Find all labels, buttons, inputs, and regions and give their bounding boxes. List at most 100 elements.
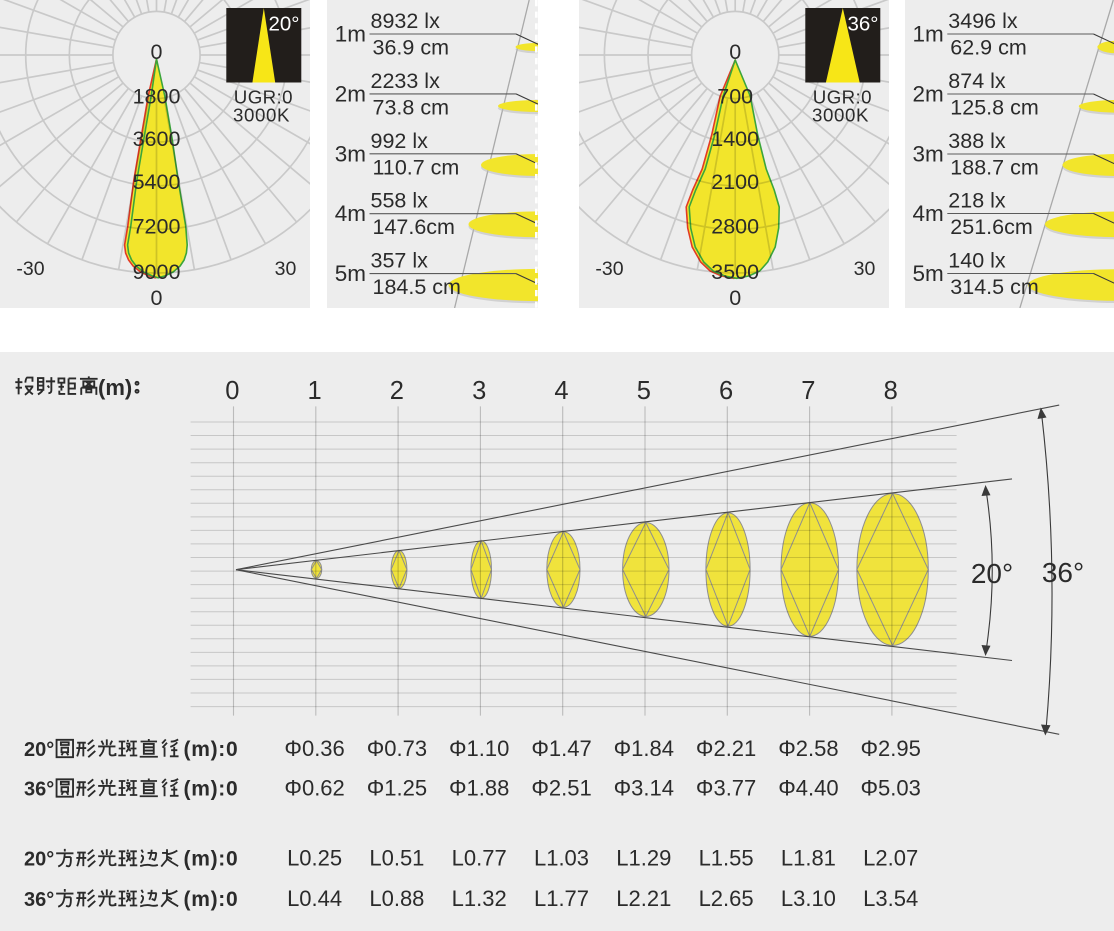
svg-text:Φ1.10: Φ1.10 [449,736,509,761]
svg-text:6: 6 [719,377,733,405]
svg-text:Φ0.73: Φ0.73 [367,736,427,761]
svg-text:2100: 2100 [711,170,759,194]
svg-text:110.7 cm: 110.7 cm [373,155,460,179]
svg-text:-30: -30 [595,258,623,280]
svg-text:Φ0.62: Φ0.62 [284,775,344,800]
svg-text:Φ2.51: Φ2.51 [531,775,591,800]
svg-text:(m):0: (m):0 [184,777,239,800]
svg-text:140 lx: 140 lx [948,249,1006,273]
svg-text:Φ4.40: Φ4.40 [778,775,838,800]
svg-text:4m: 4m [913,201,944,226]
svg-text:3600: 3600 [133,127,181,151]
svg-text:L1.81: L1.81 [781,846,836,871]
svg-text:L0.51: L0.51 [369,846,424,871]
svg-text:218 lx: 218 lx [948,189,1006,213]
svg-text:1m: 1m [913,22,944,47]
svg-text:-30: -30 [16,258,44,280]
svg-text:Φ2.58: Φ2.58 [778,736,838,761]
svg-text:20°: 20° [971,558,1013,589]
svg-text:8932 lx: 8932 lx [371,9,441,33]
svg-text:0: 0 [151,40,163,64]
svg-text:3500: 3500 [711,260,759,284]
svg-text:251.6cm: 251.6cm [950,215,1032,239]
svg-text:Φ2.95: Φ2.95 [861,736,921,761]
svg-text:36.9 cm: 36.9 cm [373,36,449,60]
svg-text:Φ5.03: Φ5.03 [861,775,921,800]
svg-text:3: 3 [472,377,486,405]
svg-text:73.8 cm: 73.8 cm [373,95,449,119]
svg-text:Φ2.21: Φ2.21 [696,736,756,761]
svg-text:4m: 4m [335,201,366,226]
svg-text:3m: 3m [913,142,944,167]
svg-text:2: 2 [390,377,404,405]
svg-text:UGR:0: UGR:0 [234,87,293,108]
svg-text:(m):0: (m):0 [184,888,239,911]
svg-text:(m):0: (m):0 [184,738,239,761]
svg-text:184.5 cm: 184.5 cm [373,275,461,299]
svg-text:20°: 20° [268,13,299,36]
svg-text:357 lx: 357 lx [371,249,429,273]
svg-text:L2.65: L2.65 [699,886,754,911]
svg-text:874 lx: 874 lx [948,69,1006,93]
svg-text:Φ1.25: Φ1.25 [367,775,427,800]
svg-text:992 lx: 992 lx [371,129,429,153]
svg-text:Φ1.84: Φ1.84 [614,736,674,761]
svg-text:1: 1 [308,377,322,405]
svg-text:36°: 36° [24,889,54,911]
svg-text:L0.25: L0.25 [287,846,342,871]
svg-text:700: 700 [717,85,753,109]
svg-text:62.9 cm: 62.9 cm [950,36,1026,60]
svg-text:8: 8 [884,377,898,405]
svg-text:36°: 36° [847,13,878,36]
svg-text:Φ1.88: Φ1.88 [449,775,509,800]
svg-text:147.6cm: 147.6cm [373,215,455,239]
svg-text:20°: 20° [24,739,54,761]
svg-text:7: 7 [801,377,815,405]
svg-text:L2.21: L2.21 [616,886,671,911]
svg-text:188.7 cm: 188.7 cm [950,156,1038,180]
svg-text:3m: 3m [335,141,366,166]
svg-text:0: 0 [225,377,239,405]
svg-text:L1.32: L1.32 [452,886,507,911]
svg-text:0: 0 [729,40,741,64]
svg-text:L3.54: L3.54 [863,886,918,911]
svg-text:5m: 5m [913,261,944,286]
svg-text:3000K: 3000K [812,105,869,126]
svg-text:Φ3.77: Φ3.77 [696,775,756,800]
svg-text:1m: 1m [335,22,366,47]
svg-text:L1.29: L1.29 [616,846,671,871]
svg-text:3496 lx: 3496 lx [948,9,1018,33]
svg-text:Φ1.47: Φ1.47 [531,736,591,761]
svg-text:30: 30 [854,258,876,280]
svg-text:9000: 9000 [133,260,181,284]
svg-text:0: 0 [729,286,741,308]
svg-text:Φ3.14: Φ3.14 [614,775,674,800]
svg-text:36°: 36° [24,778,54,800]
svg-text:3000K: 3000K [233,105,290,126]
svg-text:2800: 2800 [711,215,759,239]
svg-text:L2.07: L2.07 [863,846,918,871]
svg-text:5m: 5m [335,261,366,286]
svg-text:1800: 1800 [133,85,181,109]
svg-text:L3.10: L3.10 [781,886,836,911]
svg-text:2233 lx: 2233 lx [371,69,441,93]
svg-text:20°: 20° [24,849,54,871]
svg-text:314.5 cm: 314.5 cm [950,275,1038,299]
svg-text:388 lx: 388 lx [948,129,1006,153]
svg-text:4: 4 [554,377,568,405]
svg-text:2m: 2m [913,82,944,107]
svg-text:7200: 7200 [133,215,181,239]
svg-text:2m: 2m [335,81,366,106]
svg-text:L1.55: L1.55 [699,846,754,871]
svg-text:L0.44: L0.44 [287,886,342,911]
svg-text:558 lx: 558 lx [371,189,429,213]
svg-text:30: 30 [275,258,297,280]
svg-text:(m): (m) [98,375,132,400]
svg-text:UGR:0: UGR:0 [813,87,872,108]
svg-text:L0.77: L0.77 [452,846,507,871]
svg-text:L0.88: L0.88 [369,886,424,911]
svg-text:5400: 5400 [133,170,181,194]
svg-text:1400: 1400 [711,127,759,151]
svg-text:36°: 36° [1042,557,1084,588]
svg-text:0: 0 [151,286,163,308]
